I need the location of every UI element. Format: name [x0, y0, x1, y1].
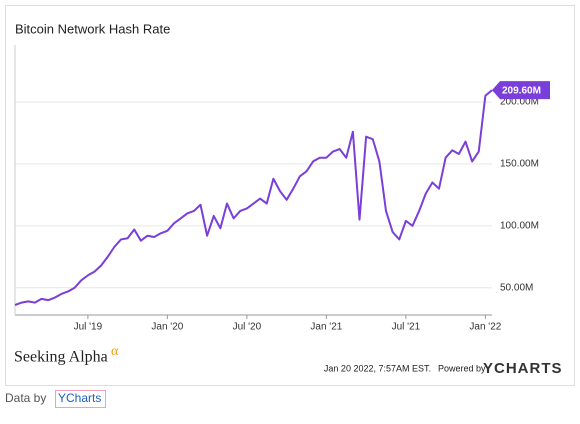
timestamp: Jan 20 2022, 7:57AM EST.: [324, 363, 431, 373]
x-tick-label: Jul '20: [233, 322, 262, 333]
x-tick-label: Jul '19: [74, 322, 103, 333]
x-tick-label: Jan '20: [151, 322, 183, 333]
powered-by: Powered by: [438, 363, 486, 373]
series-line: [14, 89, 493, 307]
brand: Seeking Alpha: [14, 349, 108, 366]
last-value-label: 209.60M: [502, 86, 541, 97]
y-tick-label: 100.00M: [500, 220, 539, 231]
credit-link-box[interactable]: [55, 390, 106, 408]
chart-title: Bitcoin Network Hash Rate: [15, 21, 170, 36]
y-tick-label: 150.00M: [500, 159, 539, 170]
provider-logo: YCHARTS: [483, 360, 563, 377]
x-tick-label: Jan '22: [469, 322, 501, 333]
y-tick-label: 50.00M: [500, 282, 533, 293]
y-tick-label: 200.00M: [500, 97, 539, 108]
x-tick-label: Jul '21: [392, 322, 421, 333]
last-value-flag: [492, 81, 550, 100]
x-tick-label: Jan '21: [310, 322, 342, 333]
credit-link[interactable]: YCharts: [58, 391, 101, 405]
brand-mark: α: [111, 344, 119, 359]
credit-text: Data by: [5, 391, 46, 405]
